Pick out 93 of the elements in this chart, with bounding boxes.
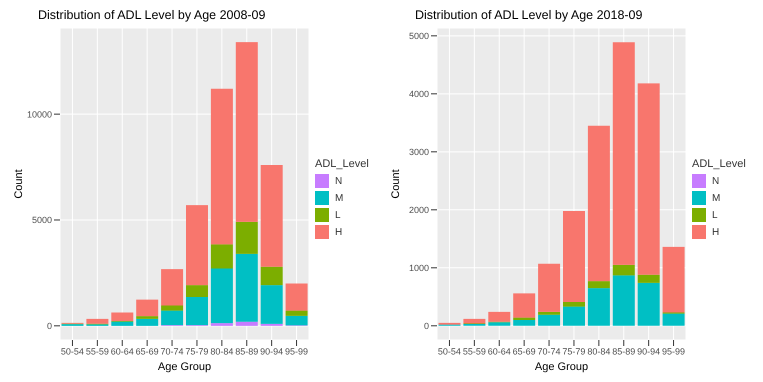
bar [286, 283, 308, 311]
bar [136, 300, 158, 316]
x-tick-label: 80-84 [587, 346, 610, 356]
bar [236, 222, 258, 254]
x-tick-label: 70-74 [538, 346, 561, 356]
x-tick-label: 90-94 [260, 346, 284, 356]
bar [186, 285, 208, 298]
bar [513, 320, 536, 326]
bar [186, 297, 208, 326]
bar [210, 244, 233, 268]
x-tick-label: 80-84 [210, 346, 234, 356]
x-tick-label: 85-89 [612, 346, 636, 356]
x-axis-title: Age Group [534, 361, 588, 373]
bar [488, 322, 510, 326]
legend-label: L [712, 210, 718, 220]
bar [612, 42, 635, 265]
y-axis-title: Count [12, 169, 25, 199]
bar [186, 205, 208, 286]
bar [662, 314, 685, 326]
x-tick-label: 55-59 [86, 346, 109, 356]
bar [538, 264, 560, 312]
y-tick-label: 10000 [26, 109, 52, 120]
x-tick-label: 65-69 [512, 346, 536, 356]
y-tick-label: 5000 [32, 215, 52, 226]
x-tick-label: 65-69 [136, 346, 159, 356]
x-tick-label: 95-99 [662, 346, 686, 356]
bar [260, 285, 283, 324]
y-tick-label: 2000 [408, 205, 429, 215]
bar [286, 310, 308, 316]
legend-title: ADL_Level [692, 158, 747, 170]
bar [210, 88, 233, 244]
bar [488, 312, 510, 322]
bar [161, 306, 184, 311]
y-tick-label: 5000 [408, 31, 429, 42]
bar [111, 312, 134, 321]
bar [136, 316, 158, 319]
bar [236, 42, 258, 222]
bar [562, 210, 585, 302]
x-tick-label: 75-79 [562, 346, 586, 356]
bar [588, 288, 610, 326]
bar [86, 318, 108, 324]
y-tick-label: 3000 [408, 147, 429, 158]
x-tick-label: 55-59 [462, 346, 486, 356]
legend-label: M [335, 192, 344, 204]
x-tick-label: 60-64 [110, 346, 134, 356]
bar [562, 306, 585, 326]
x-tick-label: 70-74 [160, 346, 184, 356]
x-tick-label: 60-64 [488, 346, 511, 356]
y-tick-label: 0 [424, 320, 429, 331]
bar [562, 302, 585, 307]
bar [111, 322, 134, 326]
legend-label: H [335, 226, 342, 238]
bar [236, 322, 258, 326]
bar [260, 266, 283, 286]
bar [513, 293, 536, 318]
bar [638, 274, 660, 283]
bar [210, 268, 233, 324]
x-tick-label: 75-79 [185, 346, 208, 356]
x-axis-title: Age Group [158, 361, 212, 373]
y-tick-label: 0 [46, 321, 52, 332]
legend-label: M [712, 192, 720, 204]
bar [588, 281, 610, 288]
bar [538, 314, 560, 326]
x-tick-label: 50-54 [60, 346, 84, 356]
y-tick-label: 1000 [408, 262, 429, 273]
bar [538, 312, 560, 315]
chart-title: Distribution of ADL Level by Age 2018-09 [414, 8, 644, 24]
legend-label: H [712, 226, 720, 238]
legend-label: N [335, 176, 342, 186]
bar [236, 254, 258, 322]
bar [638, 83, 660, 275]
bar [161, 310, 184, 326]
bar [662, 246, 685, 312]
bar [588, 126, 610, 282]
y-tick-label: 4000 [408, 89, 429, 100]
chart-title: Distribution of ADL Level by Age 2008-09 [37, 8, 266, 24]
bar [638, 282, 660, 326]
bar [136, 318, 158, 326]
x-tick-label: 50-54 [438, 346, 461, 356]
legend-label: L [335, 210, 341, 220]
x-tick-label: 85-89 [235, 346, 258, 356]
bar [161, 269, 184, 306]
bar [286, 316, 308, 326]
x-tick-label: 90-94 [637, 346, 660, 356]
bar [210, 323, 233, 326]
legend-title: ADL_Level [315, 158, 370, 170]
legend-label: N [712, 176, 720, 186]
y-axis-title: Count [390, 169, 402, 199]
bar [463, 318, 486, 324]
x-tick-label: 95-99 [285, 346, 308, 356]
bar [260, 164, 283, 267]
bar [612, 264, 635, 276]
bar [612, 275, 635, 326]
